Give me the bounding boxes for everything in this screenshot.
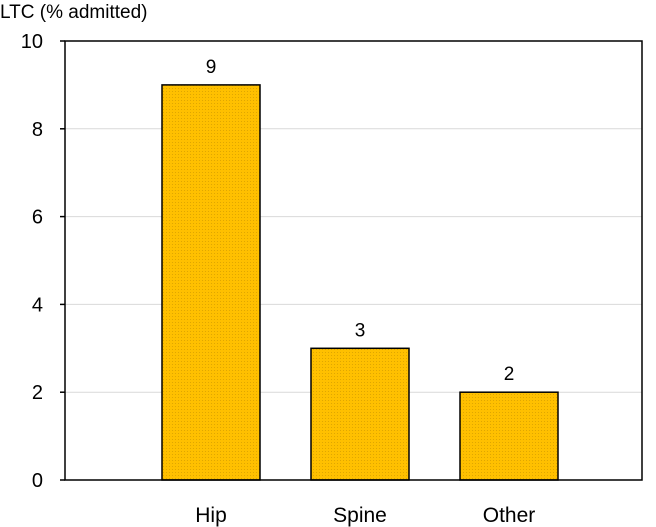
bar-hip xyxy=(161,84,261,481)
y-tick-label: 10 xyxy=(21,31,43,53)
data-label-other: 2 xyxy=(504,364,515,385)
plot-frame xyxy=(64,40,643,481)
data-label-hip: 9 xyxy=(206,57,217,78)
x-tick-label-spine: Spine xyxy=(333,504,387,527)
y-tick-label: 6 xyxy=(32,207,43,229)
y-tick-label: 2 xyxy=(32,382,43,404)
y-tick-label: 0 xyxy=(32,470,43,492)
y-tick-label: 4 xyxy=(32,294,43,316)
y-tick-label: 8 xyxy=(32,119,43,141)
y-tick-labels: 0 2 4 6 8 10 xyxy=(21,31,65,492)
x-tick-label-other: Other xyxy=(483,504,536,527)
data-label-spine: 3 xyxy=(355,320,366,341)
bar-other xyxy=(459,391,559,481)
x-tick-label-hip: Hip xyxy=(195,504,227,527)
x-tick-labels: Hip Spine Other xyxy=(195,504,535,527)
data-labels: 9 3 2 xyxy=(206,57,515,385)
bar-spine xyxy=(310,347,410,481)
y-axis-label: LTC (% admitted) xyxy=(0,2,147,23)
bars xyxy=(161,84,559,481)
